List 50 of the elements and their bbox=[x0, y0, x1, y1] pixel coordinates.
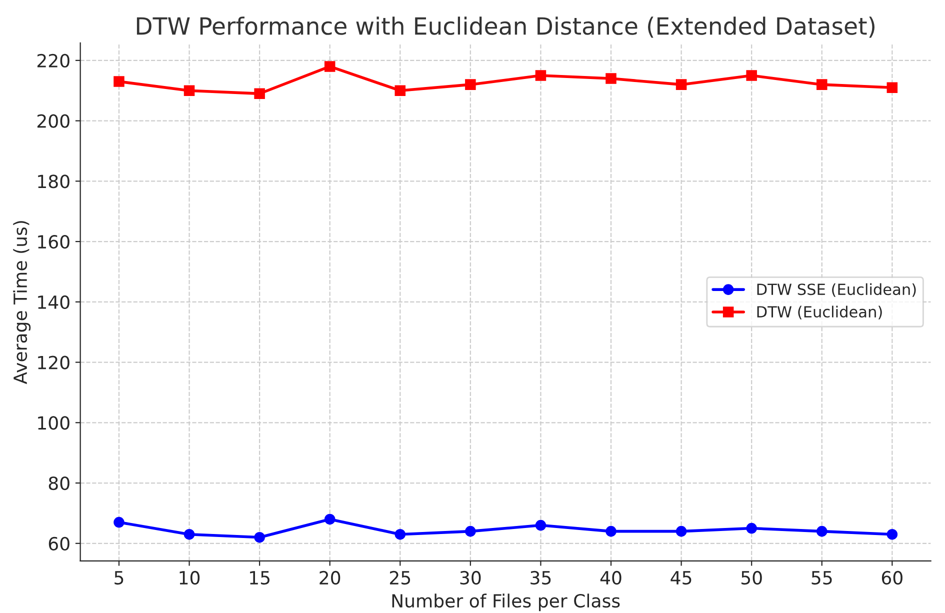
point bbox=[816, 526, 828, 537]
point bbox=[394, 528, 406, 540]
x-tick-label: 5 bbox=[114, 571, 124, 585]
x-axis-title: Number of Files per Class bbox=[392, 594, 620, 612]
x-tick-label: 10 bbox=[180, 570, 200, 585]
point bbox=[324, 61, 336, 72]
point bbox=[676, 526, 687, 537]
point bbox=[886, 82, 898, 93]
y-tick-label: 80 bbox=[48, 476, 70, 490]
y-tick-label: 220 bbox=[37, 54, 70, 68]
point bbox=[816, 79, 828, 90]
y-tick-label: 200 bbox=[37, 114, 70, 128]
chart-title: DTW Performance with Euclidean Distance (Extended Dataset) bbox=[136, 16, 874, 38]
point bbox=[394, 85, 406, 96]
point bbox=[886, 528, 898, 540]
point bbox=[746, 522, 757, 534]
y-tick-label: 60 bbox=[48, 536, 70, 551]
x-tick-label: 55 bbox=[812, 571, 832, 585]
x-tick-label: 30 bbox=[460, 570, 481, 585]
legend-label: DTW SSE (Euclidean) bbox=[757, 283, 916, 297]
point bbox=[254, 88, 265, 100]
x-tick-label: 20 bbox=[320, 570, 340, 585]
point bbox=[114, 516, 124, 528]
x-tick-label: 15 bbox=[250, 571, 270, 585]
y-tick-label: 100 bbox=[38, 416, 70, 430]
y-axis-title: Average Time (us) bbox=[13, 221, 31, 384]
x-tick-label: 45 bbox=[670, 571, 692, 585]
point bbox=[606, 73, 616, 84]
point bbox=[465, 79, 476, 90]
point bbox=[535, 520, 546, 531]
point bbox=[606, 526, 616, 537]
y-tick-label: 180 bbox=[38, 174, 70, 188]
point bbox=[676, 79, 687, 90]
y-tick-label: 120 bbox=[38, 356, 70, 370]
y-tick-label: 140 bbox=[38, 295, 70, 310]
point bbox=[535, 70, 546, 81]
point bbox=[465, 526, 476, 537]
legend-label: DTW (Euclidean) bbox=[757, 306, 882, 320]
y-tick-label: 160 bbox=[38, 234, 70, 249]
point bbox=[114, 76, 124, 87]
point bbox=[254, 532, 265, 543]
x-tick-label: 60 bbox=[882, 570, 902, 585]
x-tick-label: 50 bbox=[741, 570, 762, 585]
point bbox=[184, 85, 195, 96]
point bbox=[184, 528, 195, 540]
point bbox=[746, 70, 757, 81]
point bbox=[324, 514, 336, 525]
x-tick-label: 40 bbox=[600, 570, 622, 585]
x-tick-label: 35 bbox=[530, 570, 551, 585]
x-tick-label: 25 bbox=[390, 570, 410, 585]
